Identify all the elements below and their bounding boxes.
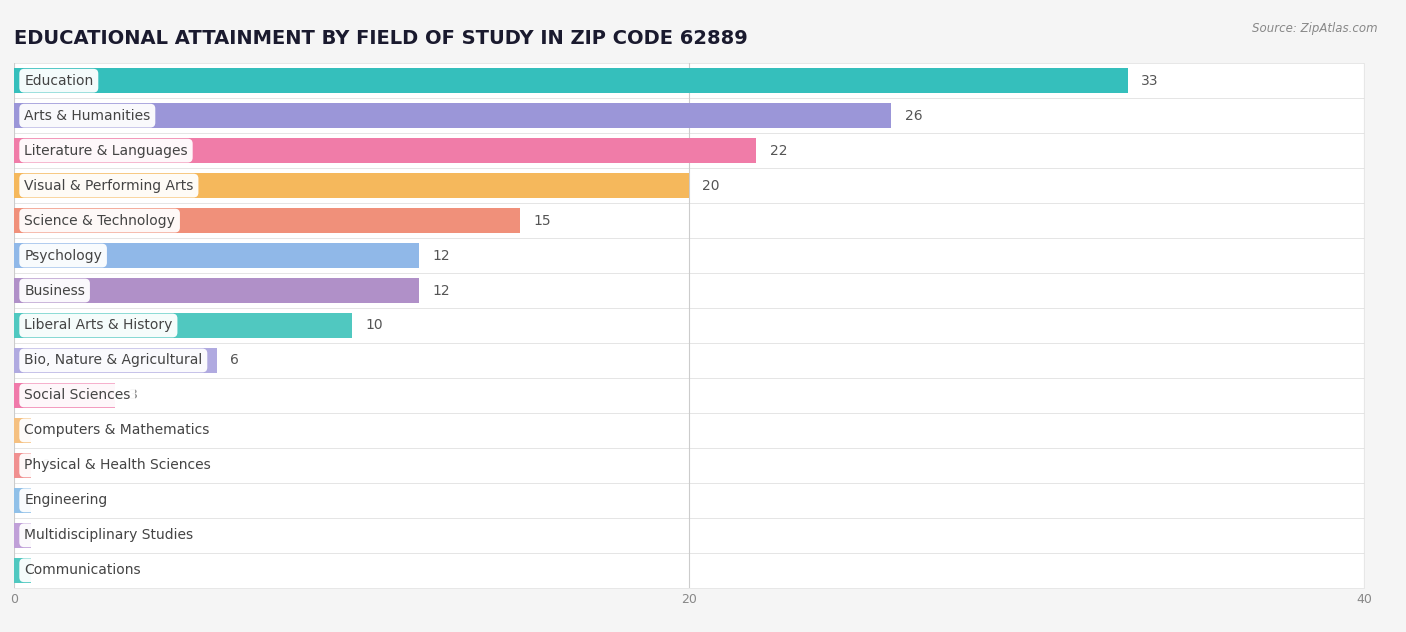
FancyBboxPatch shape	[14, 553, 1364, 588]
Text: Arts & Humanities: Arts & Humanities	[24, 109, 150, 123]
Text: 3: 3	[129, 389, 138, 403]
Bar	[14, 68, 1128, 94]
Bar	[14, 453, 31, 478]
Text: 33: 33	[1142, 74, 1159, 88]
Bar	[14, 173, 689, 198]
FancyBboxPatch shape	[14, 168, 1364, 203]
FancyBboxPatch shape	[14, 238, 1364, 273]
Bar	[14, 348, 217, 373]
Text: EDUCATIONAL ATTAINMENT BY FIELD OF STUDY IN ZIP CODE 62889: EDUCATIONAL ATTAINMENT BY FIELD OF STUDY…	[14, 28, 748, 48]
Bar	[14, 103, 891, 128]
Text: Visual & Performing Arts: Visual & Performing Arts	[24, 179, 194, 193]
FancyBboxPatch shape	[14, 133, 1364, 168]
Text: 0: 0	[41, 458, 49, 472]
FancyBboxPatch shape	[14, 378, 1364, 413]
Text: 15: 15	[534, 214, 551, 228]
Text: Engineering: Engineering	[24, 494, 107, 507]
Bar	[14, 278, 419, 303]
FancyBboxPatch shape	[14, 273, 1364, 308]
Text: 12: 12	[433, 248, 450, 262]
Bar	[14, 243, 419, 268]
FancyBboxPatch shape	[14, 483, 1364, 518]
FancyBboxPatch shape	[14, 448, 1364, 483]
FancyBboxPatch shape	[14, 343, 1364, 378]
FancyBboxPatch shape	[14, 413, 1364, 448]
Bar	[14, 383, 115, 408]
Text: 0: 0	[41, 563, 49, 577]
Text: Education: Education	[24, 74, 93, 88]
Text: Bio, Nature & Agricultural: Bio, Nature & Agricultural	[24, 353, 202, 367]
Text: 10: 10	[366, 319, 382, 332]
Text: 0: 0	[41, 494, 49, 507]
Text: Communications: Communications	[24, 563, 141, 577]
Text: Multidisciplinary Studies: Multidisciplinary Studies	[24, 528, 193, 542]
Text: Business: Business	[24, 284, 84, 298]
Bar	[14, 313, 352, 338]
Bar	[14, 208, 520, 233]
FancyBboxPatch shape	[14, 63, 1364, 98]
Bar	[14, 523, 31, 548]
Text: Liberal Arts & History: Liberal Arts & History	[24, 319, 173, 332]
Text: Science & Technology: Science & Technology	[24, 214, 176, 228]
Text: 22: 22	[770, 143, 787, 157]
Bar	[14, 488, 31, 513]
Text: 26: 26	[905, 109, 922, 123]
Text: Computers & Mathematics: Computers & Mathematics	[24, 423, 209, 437]
Text: 0: 0	[41, 423, 49, 437]
FancyBboxPatch shape	[14, 518, 1364, 553]
FancyBboxPatch shape	[14, 203, 1364, 238]
FancyBboxPatch shape	[14, 98, 1364, 133]
Bar	[14, 557, 31, 583]
Bar	[14, 418, 31, 443]
Text: Source: ZipAtlas.com: Source: ZipAtlas.com	[1253, 22, 1378, 35]
Text: Literature & Languages: Literature & Languages	[24, 143, 188, 157]
Text: Psychology: Psychology	[24, 248, 103, 262]
Text: Physical & Health Sciences: Physical & Health Sciences	[24, 458, 211, 472]
Text: 12: 12	[433, 284, 450, 298]
Text: 0: 0	[41, 528, 49, 542]
Text: 20: 20	[703, 179, 720, 193]
Bar	[14, 138, 756, 163]
Text: 6: 6	[231, 353, 239, 367]
Text: Social Sciences: Social Sciences	[24, 389, 131, 403]
FancyBboxPatch shape	[14, 308, 1364, 343]
